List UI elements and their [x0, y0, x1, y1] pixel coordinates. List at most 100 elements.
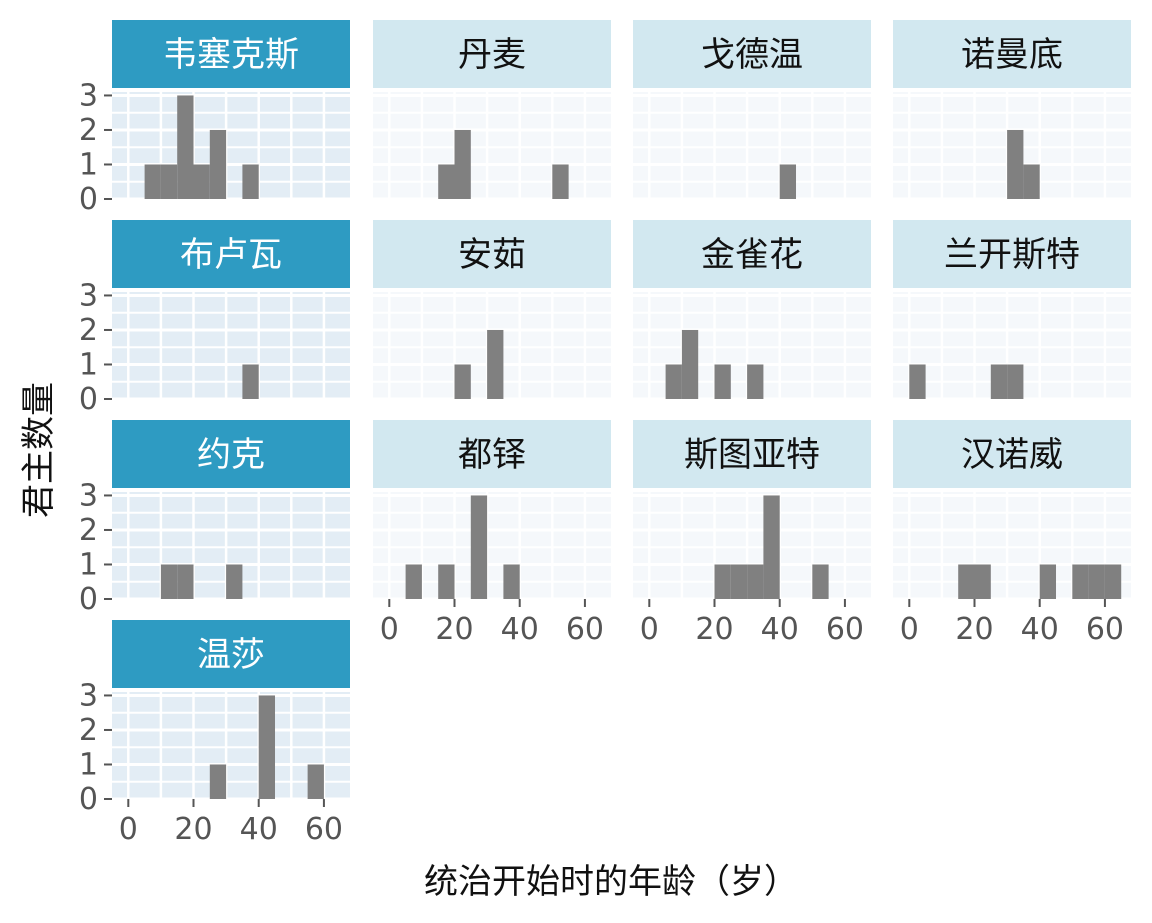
- facet-title: 温莎: [197, 635, 265, 675]
- histogram-bar: [209, 129, 227, 199]
- facet-title: 诺曼底: [961, 35, 1063, 75]
- y-tick-label: 2: [79, 513, 98, 548]
- histogram-bar: [193, 164, 210, 199]
- facet-strip: [373, 20, 611, 88]
- facet-strip: [112, 420, 350, 488]
- y-tick-label: 3: [79, 278, 98, 313]
- y-tick-label: 3: [79, 78, 98, 113]
- histogram-bar: [438, 164, 455, 199]
- histogram-bar: [177, 95, 194, 199]
- y-tick-label: 3: [79, 478, 98, 513]
- facet-panel: 兰开斯特: [893, 220, 1131, 401]
- histogram-bar: [1072, 564, 1089, 599]
- facet-title: 布卢瓦: [180, 235, 282, 275]
- x-tick-label: 40: [501, 612, 539, 647]
- facet-title: 安茹: [458, 235, 526, 275]
- histogram-bar: [177, 564, 194, 599]
- histogram-bar: [1088, 564, 1105, 599]
- y-axis-title: 君主数量: [19, 382, 59, 518]
- facet-strip: [373, 220, 611, 288]
- y-tick-label: 1: [79, 347, 98, 382]
- y-tick-label: 2: [79, 313, 98, 348]
- facet-strip: [633, 20, 871, 88]
- facet-panel: 都铎 0 20 40 60: [373, 420, 611, 647]
- histogram-bar: [487, 329, 504, 399]
- y-tick-label: 2: [79, 113, 98, 148]
- histogram-bar: [503, 564, 520, 599]
- histogram-bar: [909, 364, 926, 399]
- x-tick-label: 20: [435, 612, 473, 647]
- histogram-bar: [730, 564, 748, 599]
- facet-panel: 金雀花: [633, 220, 871, 401]
- histogram-bar: [226, 564, 243, 599]
- histogram-bar: [307, 764, 324, 799]
- facet-title: 都铎: [458, 435, 526, 475]
- facet-title: 韦塞克斯: [163, 35, 299, 75]
- y-tick-label: 2: [79, 713, 98, 748]
- histogram-bar: [1039, 564, 1057, 599]
- y-tick-label: 3: [79, 678, 98, 713]
- facet-strip: [893, 220, 1131, 288]
- panel-background: [633, 92, 871, 199]
- histogram-bar: [763, 495, 780, 599]
- panel-background: [373, 92, 611, 199]
- facet-strip: [373, 420, 611, 488]
- x-tick-label: 0: [380, 612, 399, 647]
- histogram-bar: [779, 164, 797, 199]
- x-tick-label: 60: [826, 612, 864, 647]
- histogram-bar: [714, 564, 731, 599]
- facet-panel: 斯图亚特 0 20 40 60: [633, 420, 871, 647]
- y-tick-label: 1: [79, 747, 98, 782]
- histogram-bar: [990, 364, 1008, 399]
- facet-title: 斯图亚特: [684, 435, 820, 475]
- histogram-bar: [665, 364, 682, 399]
- y-tick-label: 0: [79, 582, 98, 617]
- histogram-bar: [438, 564, 455, 599]
- histogram-bar: [1007, 364, 1024, 399]
- histogram-bar: [144, 164, 161, 199]
- histogram-bar: [160, 164, 178, 199]
- facet-panel: 戈德温: [633, 20, 871, 201]
- facet-title: 约克: [197, 435, 265, 475]
- facet-title: 金雀花: [701, 235, 803, 275]
- facet-strip: [633, 220, 871, 288]
- histogram-bar: [974, 564, 991, 599]
- facet-strip: [893, 20, 1131, 88]
- histogram-bar: [470, 495, 488, 599]
- y-tick-label: 0: [79, 382, 98, 417]
- histogram-bar: [242, 164, 259, 199]
- x-tick-label: 20: [174, 812, 212, 847]
- histogram-bar: [405, 564, 422, 599]
- facet-panel: 汉诺威 0 20 40 60: [893, 420, 1131, 647]
- facet-strip: [633, 420, 871, 488]
- x-tick-label: 0: [640, 612, 659, 647]
- histogram-bar: [747, 564, 764, 599]
- x-tick-label: 60: [566, 612, 604, 647]
- y-tick-label: 1: [79, 547, 98, 582]
- histogram-bar: [1007, 129, 1024, 199]
- x-tick-label: 40: [240, 812, 278, 847]
- x-tick-label: 40: [761, 612, 799, 647]
- facet-strip: [112, 220, 350, 288]
- histogram-bar: [258, 695, 276, 799]
- y-tick-label: 0: [79, 182, 98, 217]
- x-tick-label: 0: [900, 612, 919, 647]
- facet-strip: [112, 620, 350, 688]
- histogram-bar: [1023, 164, 1040, 199]
- histogram-bar: [747, 364, 764, 399]
- facet-strip: [893, 420, 1131, 488]
- histogram-bar: [958, 564, 975, 599]
- x-tick-label: 20: [695, 612, 733, 647]
- x-tick-label: 40: [1021, 612, 1059, 647]
- facet-panel: 丹麦: [373, 20, 611, 201]
- facet-title: 戈德温: [701, 35, 803, 75]
- facet-title: 兰开斯特: [944, 235, 1080, 275]
- histogram-bar: [454, 129, 471, 199]
